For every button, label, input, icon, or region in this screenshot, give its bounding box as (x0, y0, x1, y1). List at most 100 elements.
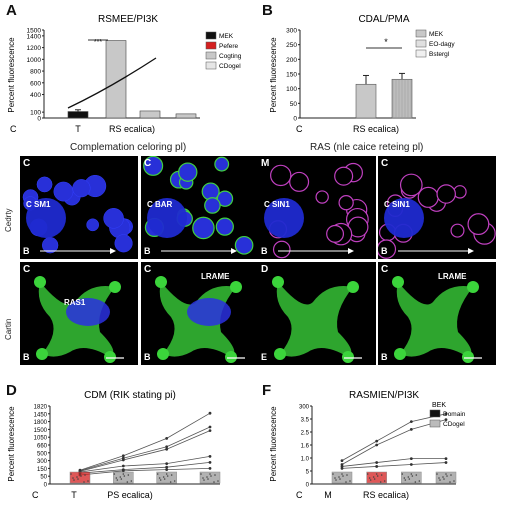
chart-f-box (435, 471, 457, 484)
chart-f-xlabel-mid: M (324, 490, 332, 500)
micro-letter: C (144, 264, 152, 275)
cell-cluster (26, 198, 66, 238)
chart-d-series-line (79, 426, 211, 472)
micro-sublabel: B (144, 246, 151, 256)
chart-b: CDAL/PMA Percent fluorescence 0 50 100 150 2… (269, 14, 455, 134)
chart-f-box-dot (442, 476, 444, 478)
chart-d-ytick-label: 500 (37, 451, 48, 457)
chart-f-point (340, 463, 344, 466)
chart-f-point (340, 467, 344, 470)
scale-arrow-head (468, 248, 474, 254)
cell-process (462, 351, 474, 363)
chart-f-point (444, 457, 448, 461)
micro-sublabel: B (23, 352, 30, 362)
chart-d-ytick-label: 1820 (34, 405, 48, 411)
micro-sublabel: B (23, 246, 30, 256)
chart-f-box-dot (332, 473, 334, 475)
chart-d-box-dot (170, 474, 173, 476)
chart-b-plot: 0 50 100 150 200 250 300 MEK EO-dagy Bstergl (286, 28, 455, 123)
chart-d-box-dot (213, 481, 215, 483)
cell-process (155, 276, 167, 288)
chart-d-point (121, 464, 125, 468)
micro-tag: LRAME (438, 272, 467, 281)
micro-sublabel: B (381, 246, 388, 256)
chart-d-ylabel: Percent fluorescence (7, 406, 16, 482)
chart-f-box-dot (341, 473, 343, 475)
chart-d-box-dot (116, 479, 119, 481)
cell-process (394, 348, 406, 360)
cell-nucleus (72, 179, 91, 198)
cell-nucleus (36, 176, 53, 193)
chart-f-point (375, 461, 379, 464)
chart-f-box-dot (379, 481, 382, 483)
micro-letter: C (381, 264, 389, 275)
chart-d-xlabel-right: PS ecalica) (107, 490, 153, 500)
micro-tag: C SIN1 (264, 200, 290, 209)
cell-cluster (264, 198, 304, 238)
chart-b-ytick-label: 250 (286, 42, 297, 49)
chart-f-box-dot (346, 474, 348, 476)
chart-a-legend-swatch (205, 31, 217, 40)
chart-d-box-dot (169, 481, 172, 483)
chart-f-box-dot (335, 479, 337, 481)
micro-letter: C (23, 158, 31, 169)
chart-d-box (113, 471, 134, 484)
chart-f-box (366, 471, 387, 484)
cell-process (157, 348, 169, 360)
chart-d-box-dot (120, 478, 123, 480)
chart-d-series-line (79, 462, 211, 474)
chart-f-box-dot (410, 473, 413, 475)
chart-f-box-dot (369, 479, 372, 481)
chart-f-box-dot (415, 474, 418, 476)
cell-nucleus (467, 213, 490, 236)
chart-f-box-dot (338, 476, 340, 478)
cell-nucleus (178, 162, 198, 182)
chart-f-box-dot (372, 476, 375, 478)
micro-letter: D (261, 264, 269, 275)
chart-f-legend-title: BEK (432, 402, 446, 409)
chart-f-legend-swatch (429, 409, 441, 418)
chart-d-ytick-label: 50 (40, 475, 47, 481)
chart-a-ytick-label: 0 (37, 116, 41, 123)
chart-b-ylabel: Percent fluorescence (269, 37, 278, 113)
chart-f-point (375, 465, 379, 468)
chart-f-xlabel-right: RS ecalica) (363, 490, 409, 500)
micro-letter: M (261, 158, 270, 169)
cell-nucleus (114, 234, 133, 253)
micro-sublabel: B (381, 352, 388, 362)
chart-f-point (409, 420, 413, 423)
chart-d-box-dot (70, 473, 72, 475)
chart-a-title: RSMEE/PI3K (98, 14, 158, 25)
chart-a-legend-swatch (205, 51, 217, 60)
chart-a-bar (175, 113, 197, 119)
chart-d-box-dot (113, 473, 116, 475)
cell-cluster (384, 198, 424, 238)
chart-f-box-dot (443, 478, 445, 480)
cell-nucleus (417, 186, 439, 208)
chart-d-box-dot (203, 479, 205, 481)
chart-d-point (165, 447, 169, 451)
chart-b-ytick-label: 50 (290, 101, 298, 108)
chart-f-xlabel-left: C (296, 490, 303, 500)
cell-nucleus (192, 216, 215, 240)
chart-f-box-dot (411, 475, 414, 477)
cell-process (274, 348, 286, 360)
chart-f-box-dot (342, 475, 344, 477)
micro-image-r2-c3 (258, 262, 376, 365)
cell-body (396, 282, 473, 357)
chart-a-ytick-label: 1000 (27, 57, 42, 64)
micro-sublabel: B (144, 352, 151, 362)
chart-f-series-line (341, 413, 447, 461)
chart-b-legend-label: MEK (429, 31, 444, 38)
chart-d-box-dot (162, 476, 165, 478)
micro-tag: C BAR (147, 200, 173, 209)
chart-d-box-dot (83, 481, 85, 483)
micro-tag: C SM1 (26, 200, 51, 209)
micro-image-r1-c3 (258, 156, 376, 259)
chart-f-box-dot (401, 473, 404, 475)
chart-d-box-dot (207, 478, 209, 480)
chart-b-legend-label: EO-dagy (429, 41, 455, 48)
chart-a-bar (67, 111, 89, 119)
